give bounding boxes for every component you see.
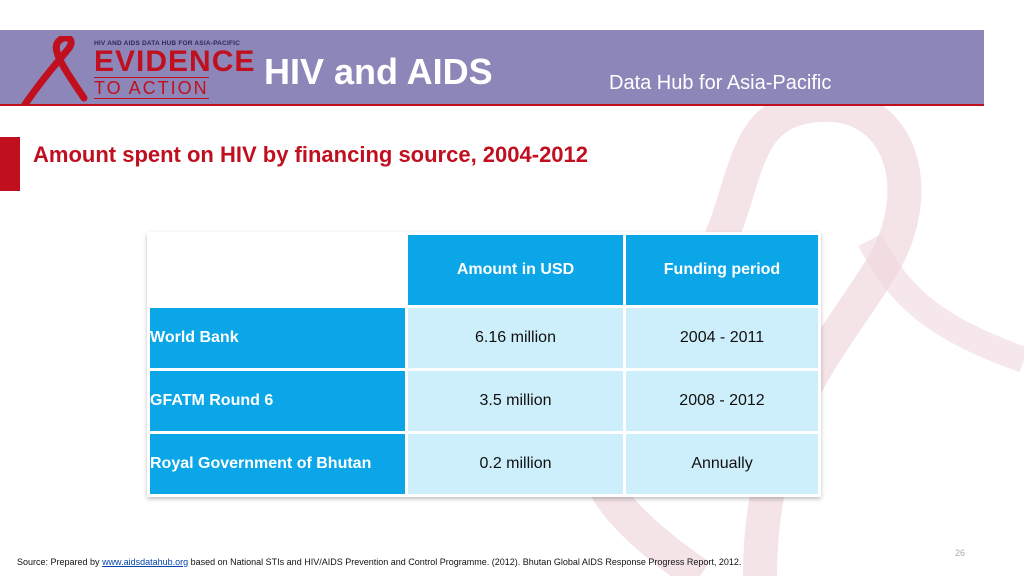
title-accent-bar [0,137,20,191]
evidence-to-action-logo: HIV AND AIDS DATA HUB FOR ASIA-PACIFIC E… [14,36,254,104]
column-header-amount: Amount in USD [408,235,623,305]
header-title: HIV and AIDS [264,51,493,92]
table-row: GFATM Round 6 3.5 million 2008 - 2012 [150,371,818,431]
financing-table: Amount in USD Funding period World Bank … [147,232,821,497]
header-bar: HIV AND AIDS DATA HUB FOR ASIA-PACIFIC E… [0,30,984,106]
header-subtitle: Data Hub for Asia-Pacific [609,72,832,94]
red-ribbon-icon [21,36,88,104]
cell-amount: 0.2 million [408,434,623,494]
logo-subtext: TO ACTION [94,77,209,99]
row-header-source: GFATM Round 6 [150,371,405,431]
table-corner-cell [150,235,405,305]
table-row: Royal Government of Bhutan 0.2 million A… [150,434,818,494]
row-header-source: Royal Government of Bhutan [150,434,405,494]
source-prefix: Source: Prepared by [17,557,103,567]
cell-amount: 3.5 million [408,371,623,431]
row-header-source: World Bank [150,308,405,368]
cell-period: Annually [626,434,818,494]
logo-wordmark: EVIDENCE [94,45,256,78]
source-suffix: based on National STIs and HIV/AIDS Prev… [188,557,742,567]
source-link[interactable]: www.aidsdatahub.org [102,557,189,567]
slide-title: Amount spent on HIV by financing source,… [33,142,589,167]
logo-tagline: HIV AND AIDS DATA HUB FOR ASIA-PACIFIC [94,40,241,47]
table-header-row: Amount in USD Funding period [150,235,818,305]
cell-amount: 6.16 million [408,308,623,368]
cell-period: 2004 - 2011 [626,308,818,368]
column-header-period: Funding period [626,235,818,305]
source-note: Source: Prepared by www.aidsdatahub.org … [17,557,741,567]
cell-period: 2008 - 2012 [626,371,818,431]
page-number: 26 [955,548,966,558]
table-row: World Bank 6.16 million 2004 - 2011 [150,308,818,368]
